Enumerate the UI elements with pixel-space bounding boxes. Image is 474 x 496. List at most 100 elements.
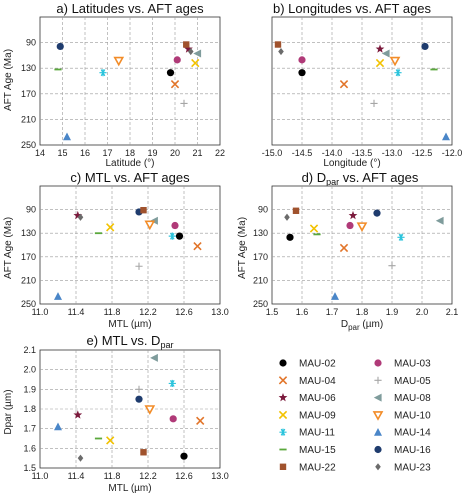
legend-item-mau-02: MAU-02 [279, 359, 336, 370]
data-point-mau-04 [193, 242, 202, 251]
x-tick-label: 2.0 [416, 307, 429, 317]
legend-item-mau-03: MAU-03 [374, 359, 431, 370]
legend-marker [375, 463, 381, 471]
legend: MAU-02 MAU-03 MAU-04 MAU-05 MAU-06 MAU-08 MAU-… [278, 359, 431, 473]
x-tick-label: 21 [192, 148, 202, 158]
x-tick-label: 12.2 [139, 471, 157, 481]
legend-label: MAU-10 [394, 410, 431, 421]
panel-a-title: a) Latitudes vs. AFT ages [56, 1, 204, 16]
legend-marker [374, 359, 382, 367]
y-tick-label: 170 [21, 252, 36, 262]
legend-item-mau-09: MAU-09 [278, 410, 336, 421]
data-point-mau-08 [381, 49, 390, 58]
data-point-mau-22 [140, 206, 147, 214]
y-tick-label: 90 [26, 205, 36, 215]
legend-label: MAU-05 [394, 376, 431, 387]
plot-frame [39, 185, 221, 305]
data-point-mau-14 [331, 292, 339, 300]
data-point-mau-06 [73, 210, 83, 220]
data-point-mau-10 [113, 56, 125, 67]
x-tick-label: 2.1 [446, 307, 459, 317]
legend-marker [278, 376, 288, 385]
y-tick-label: 250 [253, 299, 268, 309]
legend-item-mau-08: MAU-08 [373, 393, 431, 404]
data-point-mau-02 [298, 69, 306, 77]
plot-frame [271, 185, 453, 305]
plot-frame [39, 16, 221, 146]
data-point-mau-16 [56, 42, 64, 51]
data-point-mau-03 [169, 415, 177, 423]
data-point-mau-11 [168, 379, 176, 388]
legend-item-mau-16: MAU-16 [374, 445, 431, 456]
panel-e-plot: 11.0 11.4 11.8 12.2 12.6 13.0 1.5 1.6 1.7 1.8 1.9 2… [23, 345, 228, 481]
data-point-mau-06 [348, 210, 358, 220]
data-point-mau-05 [370, 99, 378, 107]
x-tick-label: 1.9 [386, 307, 399, 317]
x-tick-label: 11.8 [104, 307, 121, 317]
x-tick-label: -12.0 [442, 148, 463, 158]
data-point-mau-03 [173, 56, 181, 64]
data-point-mau-09 [106, 223, 115, 232]
data-point-mau-11 [99, 69, 107, 77]
y-tick-label: 250 [21, 299, 36, 309]
legend-item-mau-11: MAU-11 [279, 428, 335, 439]
data-point-mau-23 [77, 213, 84, 221]
data-point-mau-02 [166, 69, 175, 77]
x-tick-label: 1.5 [266, 307, 279, 317]
data-point-mau-23 [187, 47, 194, 56]
x-tick-label: 22 [215, 148, 225, 158]
y-tick-label: 90 [258, 205, 268, 215]
x-tick-label: 11.4 [68, 471, 85, 481]
x-tick-label: 17 [102, 148, 112, 158]
data-point-mau-22 [183, 41, 190, 48]
y-tick-label: 1.5 [23, 463, 36, 473]
panel-a-plot: 14 15 16 17 18 19 20 21 22 250 210 170 130 90 [21, 16, 225, 158]
data-point-mau-14 [442, 132, 450, 141]
data-point-mau-04 [170, 80, 180, 89]
panel-d: d) Dpar vs. AFT ages Dpar (µm) AFT Age (… [237, 170, 458, 332]
data-point-mau-11 [168, 232, 176, 240]
legend-marker [374, 428, 382, 436]
data-point-mau-02 [286, 233, 294, 241]
legend-marker [279, 359, 287, 367]
data-point-mau-05 [388, 262, 396, 270]
data-point-mau-08 [193, 49, 202, 58]
legend-item-mau-04: MAU-04 [278, 376, 336, 387]
data-point-mau-04 [196, 416, 205, 425]
x-tick-label: 19 [147, 148, 157, 158]
data-point-mau-14 [63, 132, 71, 141]
data-point-mau-14 [54, 292, 62, 300]
panel-a-ylabel: AFT Age (Ma) [3, 49, 14, 111]
y-tick-label: 250 [21, 140, 36, 150]
legend-marker [278, 410, 288, 420]
legend-label: MAU-09 [299, 410, 336, 421]
legend-label: MAU-23 [394, 462, 431, 473]
y-tick-label: 210 [253, 275, 268, 285]
x-tick-label: -13.5 [352, 148, 373, 158]
data-point-mau-03 [346, 221, 354, 230]
x-tick-label: 20 [170, 148, 180, 158]
x-tick-label: 13.0 [211, 307, 229, 317]
legend-item-mau-15: MAU-15 [279, 445, 336, 456]
data-point-mau-05 [135, 385, 143, 393]
panel-d-title: d) Dpar vs. AFT ages [302, 170, 419, 187]
legend-label: MAU-06 [299, 393, 336, 404]
data-point-mau-10 [144, 405, 156, 415]
x-tick-label: 12.6 [175, 471, 193, 481]
y-tick-label: 130 [21, 63, 36, 73]
legend-marker [279, 428, 287, 436]
data-point-mau-16 [135, 395, 143, 403]
plot-frame [271, 16, 453, 146]
legend-marker [279, 463, 287, 470]
data-point-mau-14 [54, 422, 62, 431]
x-tick-label: 11.0 [32, 471, 49, 481]
panel-c-title: c) MTL vs. AFT ages [70, 170, 190, 185]
data-point-mau-22 [140, 449, 147, 456]
panel-c-xlabel: MTL (µm) [108, 319, 151, 330]
panel-d-xlabel: Dpar (µm) [341, 319, 383, 332]
legend-label: MAU-03 [394, 359, 431, 370]
y-tick-label: 2.0 [23, 365, 36, 375]
legend-label: MAU-14 [394, 428, 431, 439]
y-tick-label: 170 [253, 252, 268, 262]
